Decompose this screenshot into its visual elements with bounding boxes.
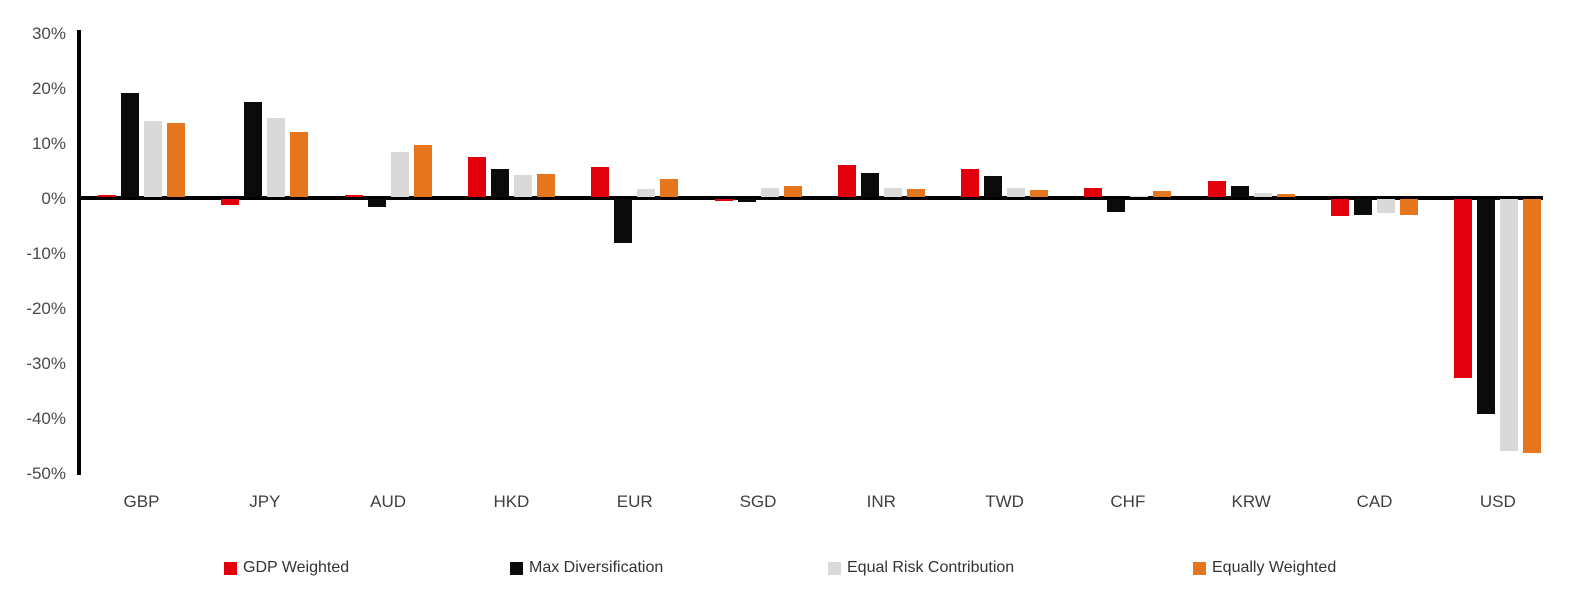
x-axis-label-SGD: SGD [739,492,777,511]
y-axis-tick-label--20-: -20% [26,298,66,318]
bar-CAD-gdp-weighted [1331,199,1349,216]
bar-CAD-max-diversification [1354,199,1372,215]
legend-label-max-diversification: Max Diversification [529,559,664,576]
bar-JPY-equally-weighted [290,131,309,198]
bar-KRW-max-diversification [1230,186,1249,197]
bar-GBP-equally-weighted [167,122,185,198]
bar-EUR-gdp-weighted [591,166,610,198]
bar-JPY-equal-risk-contribution [267,118,286,197]
bar-AUD-gdp-weighted [344,194,363,197]
x-axis-label-JPY: JPY [249,492,281,511]
bar-JPY-max-diversification [244,102,263,197]
x-axis-label-CHF: CHF [1110,492,1146,511]
legend-label-gdp-weighted: GDP Weighted [243,559,350,576]
legend-swatch-icon-equal-risk-contribution [828,561,841,575]
y-axis-tick-label--50-: -50% [26,463,66,483]
bar-INR-gdp-weighted [837,165,856,197]
bar-SGD-max-diversification [737,199,756,203]
bar-AUD-equal-risk-contribution [390,152,409,197]
bar-CHF-equal-risk-contribution [1130,195,1149,197]
bar-CHF-gdp-weighted [1084,188,1103,197]
y-axis-tick-label--30-: -30% [26,353,66,373]
bar-EUR-max-diversification [614,199,633,243]
bar-KRW-equally-weighted [1276,193,1295,197]
y-axis-tick-label-10-: 10% [31,133,66,153]
bar-TWD-equal-risk-contribution [1007,188,1026,197]
legend-swatch-icon-gdp-weighted [224,561,237,575]
bar-HKD-equal-risk-contribution [513,175,532,197]
bar-SGD-equally-weighted [783,186,802,197]
x-axis-label-USD: USD [1479,492,1516,511]
bar-HKD-equally-weighted [536,174,555,197]
bar-USD-max-diversification [1477,199,1496,414]
bar-USD-gdp-weighted [1454,199,1473,378]
legend-label-equal-risk-contribution: Equal Risk Contribution [847,559,1015,576]
bar-AUD-max-diversification [367,199,386,207]
bar-INR-equal-risk-contribution [883,187,902,197]
x-axis-label-HKD: HKD [493,492,530,511]
bar-KRW-gdp-weighted [1207,181,1226,197]
x-axis-label-EUR: EUR [616,492,653,511]
legend-item-max-diversification: Max Diversification [510,559,664,576]
bar-JPY-gdp-weighted [221,199,240,205]
bar-CAD-equal-risk-contribution [1377,199,1395,214]
y-axis-tick-label-30-: 30% [31,23,66,43]
zero-axis-line [77,196,1543,200]
bar-SGD-gdp-weighted [714,199,733,201]
x-axis-label-AUD: AUD [370,492,407,511]
bar-TWD-gdp-weighted [961,168,980,197]
x-axis-label-TWD: TWD [985,492,1024,511]
bar-USD-equally-weighted [1523,199,1542,454]
y-axis-tick-label--40-: -40% [26,408,66,428]
bar-GBP-gdp-weighted [98,194,116,197]
bar-CHF-max-diversification [1107,199,1126,212]
bar-CAD-equally-weighted [1400,199,1418,215]
legend-label-equally-weighted: Equally Weighted [1212,559,1337,576]
bar-AUD-equally-weighted [413,145,432,197]
y-axis-tick-label-20-: 20% [31,78,66,98]
bar-GBP-equal-risk-contribution [144,120,162,197]
x-axis-label-KRW: KRW [1231,492,1271,511]
bar-EUR-equal-risk-contribution [637,188,656,198]
bar-TWD-max-diversification [984,175,1003,197]
bar-GBP-max-diversification [121,93,139,197]
x-axis-label-GBP: GBP [123,492,160,511]
bar-INR-equally-weighted [906,189,925,197]
bar-CHF-equally-weighted [1153,190,1172,197]
legend-item-equally-weighted: Equally Weighted [1193,559,1337,576]
legend-swatch-icon-max-diversification [510,561,523,575]
bar-USD-equal-risk-contribution [1500,199,1519,451]
bar-HKD-max-diversification [490,168,509,197]
legend-item-gdp-weighted: GDP Weighted [224,559,350,576]
bar-KRW-equal-risk-contribution [1253,192,1272,197]
bar-EUR-equally-weighted [660,178,679,197]
legend-swatch-icon-equally-weighted [1193,561,1206,575]
bar-SGD-equal-risk-contribution [760,187,779,197]
y-axis-tick-label-0-: 0% [41,188,66,208]
y-axis-tick-label--10-: -10% [26,243,66,263]
bar-HKD-gdp-weighted [467,157,486,197]
bar-INR-max-diversification [860,172,879,197]
bar-TWD-equally-weighted [1030,189,1049,197]
x-axis-label-CAD: CAD [1356,492,1393,511]
x-axis-label-INR: INR [866,492,896,511]
legend-item-equal-risk-contribution: Equal Risk Contribution [828,559,1015,576]
y-axis-line [77,30,81,475]
